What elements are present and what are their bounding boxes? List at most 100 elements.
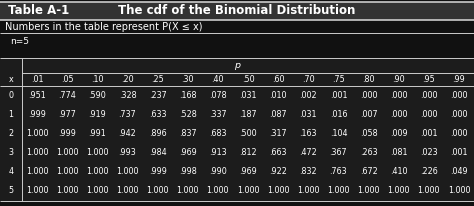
- Text: .998: .998: [179, 167, 197, 176]
- Text: .763: .763: [329, 167, 347, 176]
- Text: .633: .633: [149, 110, 166, 119]
- Text: 1.000: 1.000: [56, 186, 79, 195]
- Text: .500: .500: [239, 129, 257, 138]
- Text: .000: .000: [390, 110, 408, 119]
- Text: .01: .01: [31, 75, 43, 84]
- Text: .263: .263: [360, 148, 377, 157]
- Text: .528: .528: [179, 110, 197, 119]
- Text: .990: .990: [209, 167, 227, 176]
- Text: 1.000: 1.000: [26, 129, 48, 138]
- Text: 4: 4: [9, 167, 13, 176]
- Text: .058: .058: [360, 129, 377, 138]
- Text: .317: .317: [269, 129, 287, 138]
- Text: .50: .50: [242, 75, 255, 84]
- Text: .009: .009: [390, 129, 408, 138]
- Text: .226: .226: [420, 167, 438, 176]
- Text: .70: .70: [302, 75, 315, 84]
- Text: .75: .75: [332, 75, 345, 84]
- Text: 1.000: 1.000: [86, 167, 109, 176]
- Bar: [0, 58, 474, 201]
- Text: .168: .168: [179, 91, 197, 100]
- Text: .10: .10: [91, 75, 104, 84]
- Text: 1.000: 1.000: [26, 167, 48, 176]
- Text: 3: 3: [9, 148, 13, 157]
- Text: .774: .774: [58, 91, 76, 100]
- Text: .25: .25: [151, 75, 164, 84]
- Text: .942: .942: [118, 129, 137, 138]
- Text: 1.000: 1.000: [207, 186, 229, 195]
- Text: 1.000: 1.000: [86, 186, 109, 195]
- Text: .000: .000: [390, 91, 408, 100]
- Text: .237: .237: [149, 91, 166, 100]
- Text: 1.000: 1.000: [447, 186, 470, 195]
- Text: 1.000: 1.000: [418, 186, 440, 195]
- Text: .104: .104: [329, 129, 347, 138]
- Text: 1.000: 1.000: [387, 186, 410, 195]
- Text: .663: .663: [269, 148, 287, 157]
- Text: .737: .737: [118, 110, 137, 119]
- Text: Numbers in the table represent P(X ≤ x): Numbers in the table represent P(X ≤ x): [5, 21, 202, 32]
- Text: The cdf of the Binomial Distribution: The cdf of the Binomial Distribution: [118, 5, 356, 18]
- Text: n=5: n=5: [10, 37, 29, 46]
- Text: .087: .087: [269, 110, 287, 119]
- Text: 1.000: 1.000: [116, 186, 139, 195]
- Text: .002: .002: [300, 91, 317, 100]
- Bar: [0, 2, 474, 20]
- Text: .001: .001: [450, 148, 468, 157]
- Text: .337: .337: [209, 110, 227, 119]
- Text: .163: .163: [300, 129, 317, 138]
- Text: 5: 5: [9, 186, 14, 195]
- Text: .000: .000: [450, 110, 468, 119]
- Text: .683: .683: [209, 129, 227, 138]
- Text: 1.000: 1.000: [56, 148, 79, 157]
- Text: 1.000: 1.000: [267, 186, 290, 195]
- Text: .031: .031: [300, 110, 317, 119]
- Text: .000: .000: [450, 91, 468, 100]
- Text: p: p: [234, 61, 240, 70]
- Text: .081: .081: [390, 148, 408, 157]
- Text: 1.000: 1.000: [357, 186, 380, 195]
- Text: .367: .367: [329, 148, 347, 157]
- Text: 1.000: 1.000: [86, 148, 109, 157]
- Text: .999: .999: [149, 167, 166, 176]
- Text: .05: .05: [61, 75, 73, 84]
- Text: .837: .837: [179, 129, 197, 138]
- Text: .40: .40: [211, 75, 224, 84]
- Text: .999: .999: [28, 110, 46, 119]
- Text: .000: .000: [450, 129, 468, 138]
- Text: .187: .187: [239, 110, 257, 119]
- Text: .20: .20: [121, 75, 134, 84]
- Text: .410: .410: [390, 167, 408, 176]
- Text: Table A-1: Table A-1: [8, 5, 69, 18]
- Text: x: x: [9, 75, 13, 84]
- Text: 1.000: 1.000: [56, 167, 79, 176]
- Text: .010: .010: [269, 91, 287, 100]
- Text: 1.000: 1.000: [26, 148, 48, 157]
- Text: .999: .999: [58, 129, 76, 138]
- Text: .919: .919: [89, 110, 106, 119]
- Text: 1: 1: [9, 110, 13, 119]
- Text: .991: .991: [89, 129, 106, 138]
- Text: .896: .896: [149, 129, 166, 138]
- Text: .90: .90: [392, 75, 405, 84]
- Text: .001: .001: [420, 129, 438, 138]
- Text: .000: .000: [420, 110, 438, 119]
- Text: .007: .007: [360, 110, 377, 119]
- Text: .016: .016: [329, 110, 347, 119]
- Text: .951: .951: [28, 91, 46, 100]
- Text: .80: .80: [362, 75, 375, 84]
- Text: 2: 2: [9, 129, 14, 138]
- Text: .993: .993: [118, 148, 137, 157]
- Text: 1.000: 1.000: [297, 186, 319, 195]
- Text: .969: .969: [179, 148, 197, 157]
- Text: .049: .049: [450, 167, 468, 176]
- Text: .922: .922: [269, 167, 287, 176]
- Text: .328: .328: [118, 91, 137, 100]
- Text: 0: 0: [9, 91, 13, 100]
- Text: .472: .472: [300, 148, 317, 157]
- Text: .672: .672: [360, 167, 377, 176]
- Text: .001: .001: [329, 91, 347, 100]
- Text: .031: .031: [239, 91, 257, 100]
- Text: 1.000: 1.000: [237, 186, 259, 195]
- Text: .913: .913: [209, 148, 227, 157]
